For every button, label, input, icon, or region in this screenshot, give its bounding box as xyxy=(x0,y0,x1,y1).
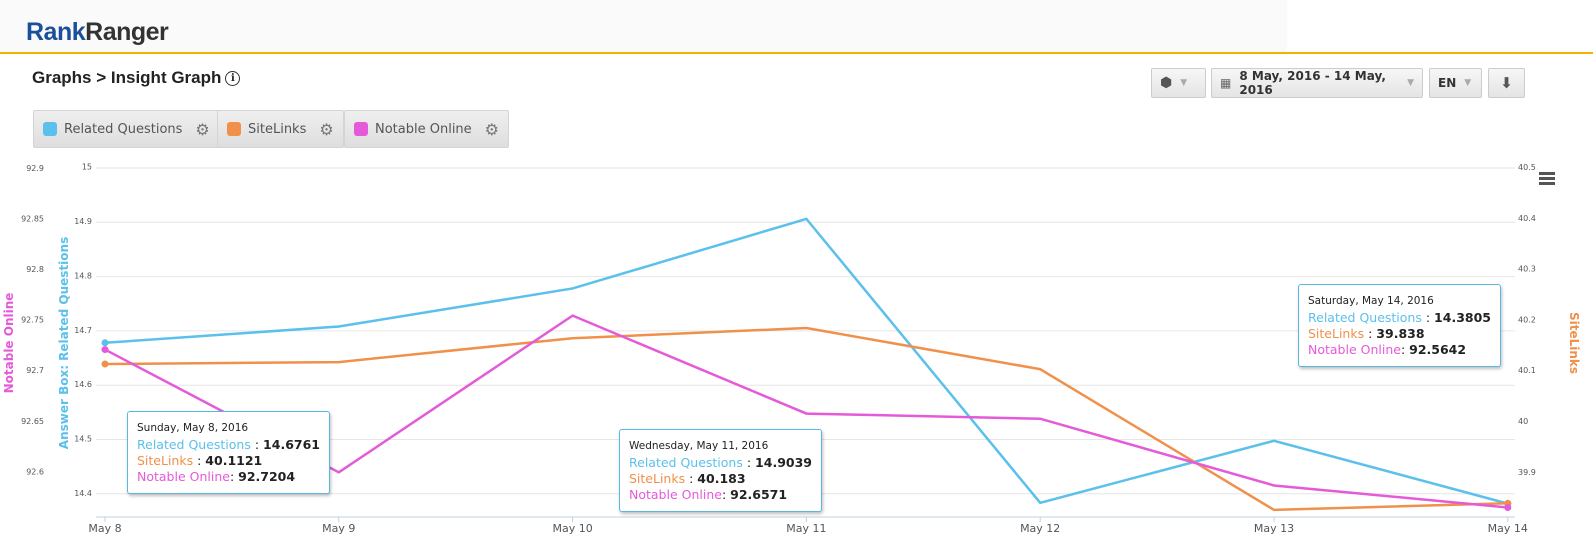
chart-menu-icon[interactable] xyxy=(1539,172,1555,187)
sitelinks-axis-tick: 40.5 xyxy=(1518,163,1536,172)
x-tick-label: May 12 xyxy=(1020,522,1060,535)
download-icon: ⬇ xyxy=(1500,74,1513,92)
logo-part1: Rank xyxy=(26,18,86,46)
tooltip-value: 14.6761 xyxy=(263,437,320,452)
tooltip-value: 14.3805 xyxy=(1434,310,1491,325)
legend-related-questions[interactable]: Related Questions ⚙ xyxy=(33,110,220,148)
language-text: EN xyxy=(1438,76,1457,90)
tooltip-label: Related Questions xyxy=(1308,310,1422,325)
color-swatch xyxy=(43,122,57,136)
gear-icon[interactable]: ⚙ xyxy=(195,119,210,139)
legend-label: Notable Online xyxy=(375,121,472,137)
rq-axis-tick: 14.8 xyxy=(74,271,92,280)
rq-axis-tick: 14.9 xyxy=(74,217,92,226)
tooltip-date: Sunday, May 8, 2016 xyxy=(137,422,249,434)
calendar-icon: ▦ xyxy=(1220,76,1232,90)
cube-icon: ⬢ xyxy=(1160,75,1173,91)
chevron-down-icon: ▼ xyxy=(1180,78,1188,88)
gear-icon[interactable]: ⚙ xyxy=(484,119,500,139)
legend-notable-online[interactable]: Notable Online ⚙ xyxy=(344,110,510,148)
x-tick-label: May 9 xyxy=(322,522,355,535)
top-bar: RankRanger xyxy=(0,0,1593,54)
download-button[interactable]: ⬇ xyxy=(1488,68,1525,98)
color-swatch xyxy=(354,122,368,136)
language-dropdown[interactable]: EN ▼ xyxy=(1429,68,1482,98)
rq-axis-tick: 14.5 xyxy=(74,435,92,444)
top-bar-blank xyxy=(1287,0,1593,52)
logo-part2: Ranger xyxy=(85,18,169,46)
x-tick-label: May 10 xyxy=(552,522,592,535)
tooltip-may-11: Wednesday, May 11, 2016 Related Question… xyxy=(619,429,822,512)
tooltip-label: SiteLinks xyxy=(137,453,194,468)
tooltip-value: 92.5642 xyxy=(1409,342,1467,357)
x-tick-label: May 13 xyxy=(1254,522,1294,535)
sitelinks-axis-tick: 40.2 xyxy=(1518,315,1536,324)
sitelinks-axis-tick: 40.1 xyxy=(1518,366,1536,375)
color-swatch xyxy=(227,122,241,136)
chevron-down-icon: ▼ xyxy=(1407,78,1414,88)
gear-icon[interactable]: ⚙ xyxy=(319,119,334,139)
tooltip-may-8: Sunday, May 8, 2016 Related Questions : … xyxy=(127,411,330,494)
tooltip-value: 92.6571 xyxy=(730,487,788,502)
data-point xyxy=(101,360,109,368)
rankranger-logo[interactable]: RankRanger xyxy=(26,18,169,47)
series-line-sitelinks xyxy=(104,326,1508,512)
rq-axis-title: Answer Box: Related Questions xyxy=(57,237,71,449)
legend-label: Related Questions xyxy=(64,121,183,137)
x-tick-label: May 8 xyxy=(88,522,121,535)
notable-axis-title: Notable Online xyxy=(2,293,16,394)
notable-axis-tick: 92.75 xyxy=(21,316,44,325)
tooltip-label: Related Questions xyxy=(137,437,251,452)
tooltip-value: 39.838 xyxy=(1376,326,1425,341)
series-line-notable-online xyxy=(104,314,1508,509)
cube-dropdown[interactable]: ⬢ ▼ xyxy=(1151,68,1206,98)
notable-axis-tick: 92.6 xyxy=(26,467,44,476)
tooltip-date: Wednesday, May 11, 2016 xyxy=(629,440,769,452)
page-title-text: Graphs > Insight Graph xyxy=(32,68,222,87)
sitelinks-axis-tick: 40.3 xyxy=(1518,265,1536,274)
rq-axis-tick: 14.6 xyxy=(74,380,92,389)
x-tick-label: May 14 xyxy=(1488,522,1528,535)
data-point xyxy=(101,339,109,347)
tooltip-value: 92.7204 xyxy=(238,469,296,484)
sitelinks-axis-tick: 39.9 xyxy=(1518,468,1536,477)
page-title: Graphs > Insight Graph i xyxy=(32,68,241,88)
notable-axis-tick: 92.9 xyxy=(26,164,44,173)
series-line-related-questions xyxy=(104,217,1509,505)
legend-sitelinks[interactable]: SiteLinks ⚙ xyxy=(217,110,344,148)
tooltip-value: 40.1121 xyxy=(205,453,263,468)
sitelinks-axis-title: SiteLinks xyxy=(1567,312,1581,374)
notable-axis-tick: 92.65 xyxy=(21,417,44,426)
rq-axis-tick: 14.7 xyxy=(74,326,92,335)
data-point xyxy=(101,346,109,354)
tooltip-label: Related Questions xyxy=(629,455,743,470)
tooltip-may-14: Saturday, May 14, 2016 Related Questions… xyxy=(1298,284,1501,367)
date-range-picker[interactable]: ▦ 8 May, 2016 - 14 May, 2016 ▼ xyxy=(1211,68,1423,98)
tooltip-label: SiteLinks xyxy=(1308,326,1365,341)
tooltip-label: SiteLinks xyxy=(629,471,686,486)
tooltip-label: Notable Online xyxy=(137,469,230,484)
rq-axis-tick: 15 xyxy=(82,163,92,172)
tooltip-date: Saturday, May 14, 2016 xyxy=(1308,295,1434,307)
tooltip-label: Notable Online xyxy=(629,487,722,502)
chevron-down-icon: ▼ xyxy=(1464,78,1472,88)
notable-axis-tick: 92.7 xyxy=(26,366,44,375)
sitelinks-axis-tick: 40 xyxy=(1518,417,1528,426)
x-tick-label: May 11 xyxy=(786,522,826,535)
data-point xyxy=(1504,503,1512,511)
date-range-text: 8 May, 2016 - 14 May, 2016 xyxy=(1239,69,1386,97)
sitelinks-axis-tick: 40.4 xyxy=(1518,214,1536,223)
rq-axis-tick: 14.4 xyxy=(74,489,92,498)
tooltip-label: Notable Online xyxy=(1308,342,1401,357)
tooltip-value: 14.9039 xyxy=(755,455,812,470)
info-icon[interactable]: i xyxy=(225,70,241,86)
notable-axis-tick: 92.8 xyxy=(26,265,44,274)
legend-label: SiteLinks xyxy=(248,121,307,137)
tooltip-value: 40.183 xyxy=(697,471,746,486)
notable-axis-tick: 92.85 xyxy=(21,215,44,224)
